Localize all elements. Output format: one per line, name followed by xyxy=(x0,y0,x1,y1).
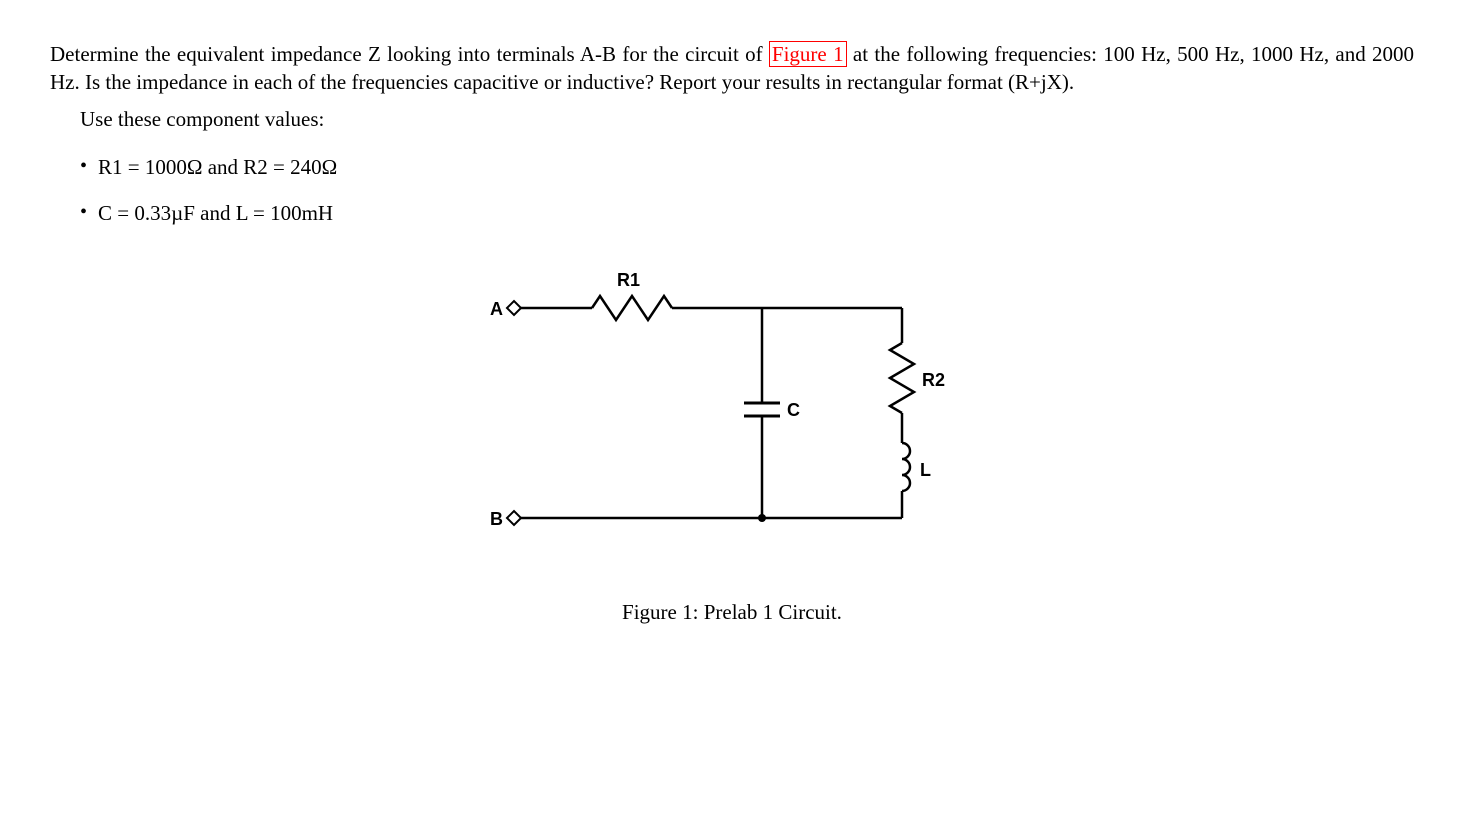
capacitor-c: C xyxy=(744,308,800,518)
circuit-diagram-container: A B R1 C xyxy=(50,258,1414,568)
resistor-r2: R2 xyxy=(890,308,945,413)
figure-reference-link[interactable]: Figure 1 xyxy=(769,41,847,67)
terminal-a-label: A xyxy=(490,299,503,319)
node-bottom xyxy=(758,514,766,522)
caption-text: Figure 1: Prelab 1 Circuit. xyxy=(622,600,842,624)
terminal-a: A xyxy=(490,299,521,319)
resistor-r1: R1 xyxy=(592,270,672,320)
r1-label: R1 xyxy=(617,270,640,290)
figure-caption: Figure 1: Prelab 1 Circuit. xyxy=(50,598,1414,626)
r2-label: R2 xyxy=(922,370,945,390)
component-item-resistors: R1 = 1000Ω and R2 = 240Ω xyxy=(80,153,1414,181)
terminal-b: B xyxy=(490,509,521,529)
problem-text-part1-after: at the following xyxy=(847,42,988,66)
component-list: R1 = 1000Ω and R2 = 240Ω C = 0.33µF and … xyxy=(50,153,1414,228)
problem-statement: Determine the equivalent impedance Z loo… xyxy=(50,40,1414,97)
inductor-label: L xyxy=(920,460,931,480)
terminal-b-label: B xyxy=(490,509,503,529)
problem-text-part1: Determine the equivalent impedance Z loo… xyxy=(50,42,769,66)
circuit-diagram: A B R1 C xyxy=(462,258,1002,568)
capacitor-label: C xyxy=(787,400,800,420)
component-item-reactives: C = 0.33µF and L = 100mH xyxy=(80,199,1414,227)
inductor-l: L xyxy=(902,443,931,518)
problem-instructions: Use these component values: xyxy=(50,105,1414,133)
instructions-text: Use these component values: xyxy=(80,107,324,131)
